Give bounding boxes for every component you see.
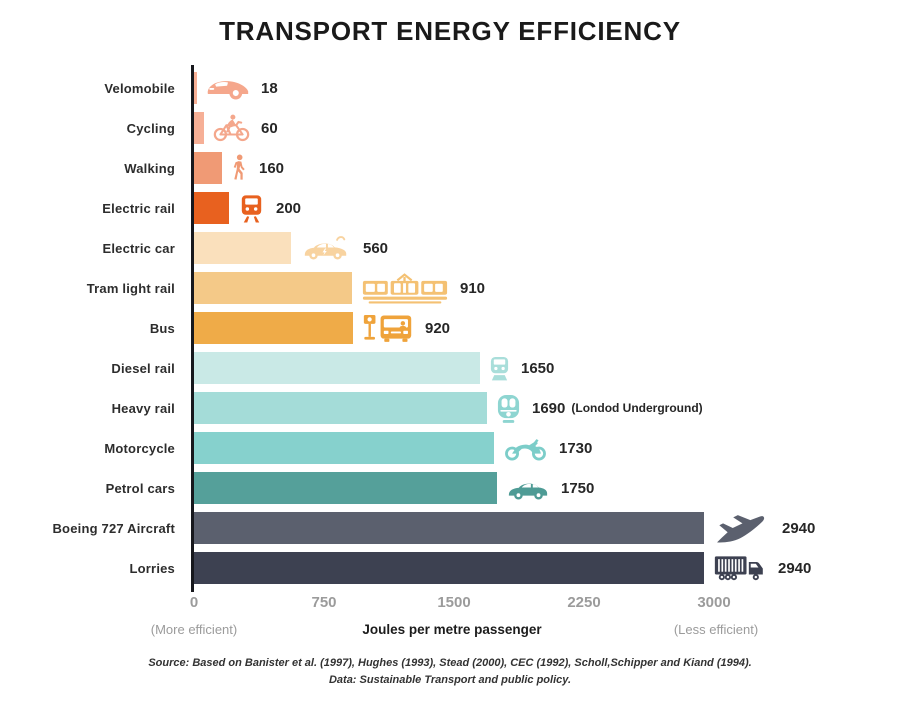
y-axis-line	[191, 65, 194, 592]
category-label: Heavy rail	[111, 400, 175, 416]
row-plot: 200	[186, 188, 900, 228]
x-tick: 3000	[697, 594, 731, 611]
bar	[194, 272, 352, 304]
bar	[194, 472, 497, 504]
underground-train-icon	[496, 393, 521, 424]
pedestrian-icon	[231, 154, 248, 182]
bar	[194, 152, 222, 184]
value-note: (Londod Underground)	[571, 401, 703, 415]
value-label: 920	[425, 319, 451, 337]
value-label: 1650	[521, 359, 555, 377]
velomobile-icon	[206, 76, 250, 100]
value-label: 1730	[559, 439, 593, 457]
source-note: Source: Based on Banister et al. (1997),…	[0, 655, 900, 689]
more-efficient-label: (More efficient)	[150, 622, 238, 637]
truck-icon	[713, 553, 767, 583]
x-tick: 2250	[567, 594, 601, 611]
chart-row: Electric car 560	[0, 228, 900, 268]
value-label: 18	[261, 79, 278, 97]
bar	[194, 352, 480, 384]
row-plot: 1750	[186, 468, 900, 508]
row-plot: 1690 (Londod Underground)	[186, 388, 900, 428]
bar	[194, 392, 487, 424]
bar	[194, 312, 353, 344]
x-tick: 750	[311, 594, 337, 611]
x-axis-labels: (More efficient) Joules per metre passen…	[0, 622, 900, 642]
row-plot: 60	[186, 108, 900, 148]
row-plot: 160	[186, 148, 900, 188]
category-label: Motorcycle	[104, 440, 175, 456]
bar	[194, 72, 197, 104]
row-plot: 920	[186, 308, 900, 348]
x-axis-title: Joules per metre passenger	[362, 622, 542, 637]
value-label: 160	[259, 159, 285, 177]
category-label: Electric rail	[102, 200, 175, 216]
category-label: Lorries	[129, 560, 175, 576]
bar	[194, 112, 204, 144]
row-plot: 2940	[186, 548, 900, 588]
value-label: 910	[460, 279, 486, 297]
bus-stop-icon	[362, 313, 414, 343]
category-label: Boeing 727 Aircraft	[52, 520, 175, 536]
row-plot: 18	[186, 68, 900, 108]
value-label: 1690	[532, 399, 566, 417]
category-label: Walking	[124, 160, 175, 176]
bar	[194, 512, 704, 544]
electric-car-icon	[300, 234, 352, 263]
category-label: Petrol cars	[105, 480, 175, 496]
rows: Velomobile 18 Cycling 60 Walking 160 Electric …	[0, 68, 900, 588]
electric-train-icon	[238, 193, 265, 224]
category-label: Electric car	[102, 240, 175, 256]
row-plot: 560	[186, 228, 900, 268]
chart-row: Electric rail 200	[0, 188, 900, 228]
value-label: 2940	[778, 559, 812, 577]
source-line-1: Source: Based on Banister et al. (1997),…	[148, 657, 752, 669]
x-axis-ticks: 0 750 1500 2250 3000	[190, 594, 731, 614]
chart-row: Cycling 60	[0, 108, 900, 148]
chart-row: Bus 920	[0, 308, 900, 348]
bar	[194, 552, 704, 584]
source-line-2: Data: Sustainable Transport and public p…	[328, 674, 572, 686]
less-efficient-label: (Less efficient)	[673, 622, 759, 637]
airplane-icon	[713, 510, 771, 547]
value-label: 1750	[561, 479, 595, 497]
bar	[194, 432, 494, 464]
bar	[194, 232, 291, 264]
chart-row: Tram light rail 910	[0, 268, 900, 308]
chart-row: Walking 160	[0, 148, 900, 188]
x-tick: 1500	[437, 594, 471, 611]
row-plot: 910	[186, 268, 900, 308]
bicycle-icon	[213, 114, 250, 142]
row-plot: 1650	[186, 348, 900, 388]
category-label: Tram light rail	[86, 280, 175, 296]
chart-row: Lorries 2940	[0, 548, 900, 588]
chart-row: Heavy rail 1690 (Londod Underground)	[0, 388, 900, 428]
chart-row: Boeing 727 Aircraft 2940	[0, 508, 900, 548]
value-label: 2940	[782, 519, 816, 537]
diesel-train-icon	[489, 355, 510, 382]
row-plot: 2940	[186, 508, 900, 548]
chart-row: Velomobile 18	[0, 68, 900, 108]
category-label: Cycling	[126, 120, 175, 136]
chart-row: Petrol cars 1750	[0, 468, 900, 508]
car-icon	[506, 475, 550, 502]
chart-title: TRANSPORT ENERGY EFFICIENCY	[219, 16, 681, 46]
value-label: 200	[276, 199, 302, 217]
value-label: 60	[261, 119, 278, 137]
chart-row: Diesel rail 1650	[0, 348, 900, 388]
row-plot: 1730	[186, 428, 900, 468]
tram-icon	[361, 272, 449, 305]
bar	[194, 192, 229, 224]
bar-chart: Velomobile 18 Cycling 60 Walking 160 Electric …	[0, 65, 900, 637]
category-label: Velomobile	[104, 80, 175, 96]
category-label: Diesel rail	[111, 360, 175, 376]
x-tick: 0	[189, 594, 199, 611]
category-label: Bus	[149, 320, 175, 336]
value-label: 560	[363, 239, 389, 257]
chart-row: Motorcycle 1730	[0, 428, 900, 468]
motorcycle-icon	[503, 435, 548, 461]
